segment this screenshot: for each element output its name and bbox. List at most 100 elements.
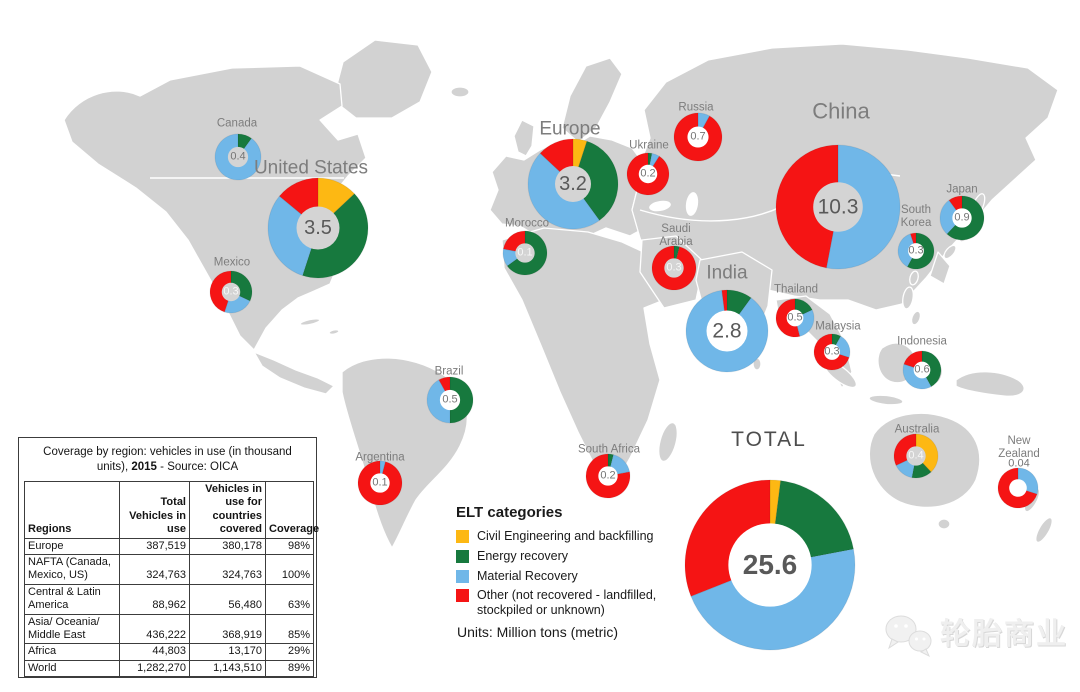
coverage-row-africa: Africa 44,803 13,170 29% <box>24 643 314 661</box>
island-new-zealand-south <box>1035 516 1053 544</box>
coverage-row-asia-oceania-middle-east: Asia/ Oceania/ Middle East 436,222 368,919… <box>24 613 314 645</box>
label-argentina: Argentina <box>355 451 405 464</box>
donut-chart-united-states: 3.5 <box>267 177 369 279</box>
donut-hole-south-africa <box>598 466 618 486</box>
coverage-title-suffix: - Source: OICA <box>156 460 239 473</box>
label-total: TOTAL <box>731 428 807 452</box>
legend-label-energy: Energy recovery <box>477 548 569 563</box>
donut-hole-canada <box>227 146 249 168</box>
donut-hole-japan <box>952 208 972 228</box>
coverage-cell-1-1: 324,763 <box>119 553 190 585</box>
island-hispaniola <box>328 329 340 335</box>
coverage-row-central-latin-america: Central & Latin America 88,962 56,480 63% <box>24 583 314 615</box>
donut-value-brazil: 0.5 <box>442 393 458 406</box>
coverage-col-header-0: Regions <box>24 480 120 539</box>
slice-energy-brazil <box>449 376 474 424</box>
legend-label-civil: Civil Engineering and backfilling <box>477 529 654 543</box>
donut-hole-brazil <box>439 389 461 411</box>
donut-hole-indonesia <box>913 361 931 379</box>
donut-value-united-states: 3.5 <box>304 217 332 239</box>
slice-energy-indonesia <box>921 350 942 388</box>
legend-label-other: Other (not recovered - landfilled, stock… <box>477 588 657 617</box>
legend-swatch-civil <box>456 530 469 543</box>
island-new-guinea <box>955 371 1025 397</box>
coverage-cell-5-2: 1,143,510 <box>189 659 266 678</box>
coverage-cell-4-3: 29% <box>265 643 314 661</box>
donut-value-russia: 0.7 <box>690 130 706 143</box>
donut-hole-china <box>813 182 863 232</box>
donut-hole-south-korea <box>908 243 924 259</box>
label-united-states: United States <box>253 157 369 179</box>
donut-chart-argentina: 0.1 <box>357 460 403 506</box>
coverage-cell-0-2: 380,178 <box>189 537 266 555</box>
legend-item-civil: Civil Engineering and backfilling <box>456 529 688 544</box>
donut-value-china: 10.3 <box>817 195 859 219</box>
donut-hole-argentina <box>370 473 390 493</box>
donut-chart-japan: 0.9 <box>939 195 985 241</box>
coverage-cell-2-0: Central & Latin America <box>24 583 120 615</box>
island-philippines-south <box>910 310 922 326</box>
coverage-cell-5-3: 89% <box>265 659 314 678</box>
donut-hole-united-states <box>296 206 340 250</box>
slice-material-china <box>825 144 901 270</box>
donut-hole-new-zealand <box>1009 479 1027 497</box>
donut-value-europe: 3.2 <box>559 173 587 195</box>
coverage-cell-0-0: Europe <box>24 537 120 555</box>
elt-legend: ELT categories Civil Engineering and bac… <box>456 504 688 623</box>
donut-chart-ukraine: 0.2 <box>626 152 670 196</box>
donut-chart-canada: 0.4 <box>214 133 262 181</box>
units-label: Units: Million tons (metric) <box>457 624 619 640</box>
landmass-greenland <box>332 39 433 119</box>
label-new-zealand: New Zealand <box>998 435 1040 460</box>
coverage-cell-3-1: 436,222 <box>119 613 190 645</box>
landmass-africa <box>501 227 679 491</box>
coverage-cell-1-3: 100% <box>265 553 314 585</box>
donut-value-saudi-arabia: 0.3 <box>666 261 682 274</box>
donut-value-australia: 0.4 <box>908 449 924 462</box>
donut-hole-ukraine <box>638 164 658 184</box>
slice-other-mexico <box>209 270 232 313</box>
slice-material-south-korea <box>897 233 917 268</box>
donut-chart-malaysia: 0.3 <box>813 333 851 371</box>
landmass-scandinavia <box>561 57 623 143</box>
coverage-cell-5-1: 1,282,270 <box>119 659 190 678</box>
label-south-africa: South Africa <box>577 443 641 456</box>
donut-chart-south-korea: 0.3 <box>897 232 935 270</box>
coverage-col-header-3: Coverage <box>265 480 319 539</box>
coverage-cell-2-1: 88,962 <box>119 583 190 615</box>
donut-chart-morocco: 0.1 <box>502 230 548 276</box>
legend-item-material: Material Recovery <box>456 569 688 584</box>
donut-hole-india <box>706 310 748 352</box>
watermark-text: 轮胎商业 <box>940 618 1068 651</box>
slice-other-china <box>775 144 839 269</box>
caspian-sea <box>685 192 699 216</box>
island-taiwan <box>909 270 919 286</box>
island-cuba <box>299 318 321 326</box>
island-philippines-north <box>902 286 914 310</box>
legend-items: Civil Engineering and backfilling Energy … <box>456 529 688 618</box>
island-britain <box>513 119 535 157</box>
donut-hole-morocco <box>515 243 535 263</box>
donut-hole-saudi-arabia <box>664 258 684 278</box>
donut-chart-south-africa: 0.2 <box>585 453 631 499</box>
island-madagascar <box>658 421 678 463</box>
donut-chart-india: 2.8 <box>685 289 769 373</box>
coverage-col-header-1: Total Vehicles in use <box>119 480 190 539</box>
coverage-cell-1-0: NAFTA (Canada, Mexico, US) <box>24 553 120 585</box>
coverage-cell-3-3: 85% <box>265 613 314 645</box>
coverage-cell-3-0: Asia/ Oceania/ Middle East <box>24 613 120 645</box>
donut-hole-europe <box>555 166 591 202</box>
donut-hole-thailand <box>786 309 804 327</box>
donut-chart-russia: 0.7 <box>673 112 723 162</box>
donut-value-thailand: 0.5 <box>787 311 803 324</box>
label-malaysia: Malaysia <box>815 320 861 333</box>
label-china: China <box>812 98 870 124</box>
wechat-logo-icon <box>885 615 932 658</box>
coverage-table-title: Coverage by region: vehicles in use (in … <box>34 445 301 475</box>
donut-value-argentina: 0.1 <box>372 476 388 489</box>
label-ukraine: Ukraine <box>629 139 669 152</box>
coverage-row-europe: Europe 387,519 380,178 98% <box>24 537 314 555</box>
donut-value-indonesia: 0.6 <box>914 363 930 376</box>
donut-value-ukraine: 0.2 <box>640 167 656 180</box>
